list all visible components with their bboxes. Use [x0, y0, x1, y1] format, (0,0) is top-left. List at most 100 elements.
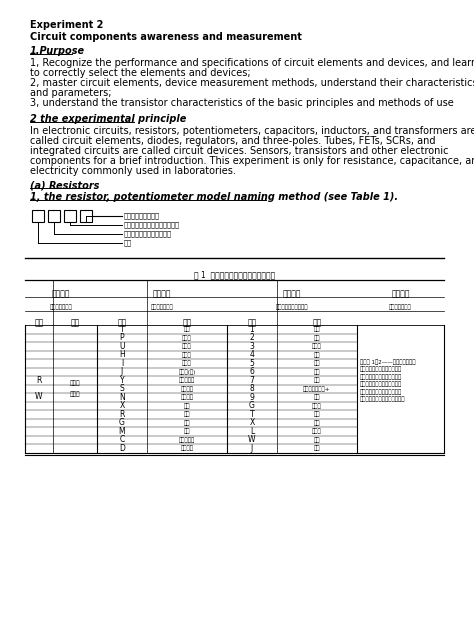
Text: 含义: 含义 — [312, 318, 322, 327]
Text: 电阔器
电位器: 电阔器 电位器 — [70, 381, 80, 397]
Text: 电阔体材料（用字母表示）: 电阔体材料（用字母表示） — [124, 231, 172, 237]
Text: 普通: 普通 — [314, 335, 320, 341]
Text: 硬瞇膜: 硬瞇膜 — [182, 343, 192, 349]
Text: 1, the resistor, potentiometer model naming method (see Table 1).: 1, the resistor, potentiometer model nam… — [30, 192, 398, 202]
Text: Circuit components awareness and measurement: Circuit components awareness and measure… — [30, 32, 302, 42]
Text: 含义: 含义 — [182, 318, 191, 327]
Text: S: S — [119, 384, 124, 393]
Text: 材料、指标相同，仅尺寸、作: 材料、指标相同，仅尺寸、作 — [360, 367, 402, 372]
Text: (a) Resistors: (a) Resistors — [30, 180, 100, 190]
Text: Experiment 2: Experiment 2 — [30, 20, 103, 30]
Text: 高压或特殊函数+: 高压或特殊函数+ — [303, 386, 331, 392]
Text: to correctly select the elements and devices;: to correctly select the elements and dev… — [30, 68, 251, 78]
Text: 第三部分: 第三部分 — [283, 289, 301, 298]
Text: 第一部分: 第一部分 — [52, 289, 70, 298]
Text: L: L — [250, 427, 254, 435]
Text: 8: 8 — [250, 384, 255, 393]
Bar — [32, 210, 44, 222]
Text: 山管: 山管 — [184, 428, 190, 434]
Text: 2 the experimental principle: 2 the experimental principle — [30, 114, 186, 124]
Text: 高阻: 高阻 — [314, 352, 320, 358]
Text: 硝碳膜: 硝碳膜 — [182, 335, 192, 341]
Text: 渔线实芯: 渔线实芯 — [181, 394, 193, 400]
Text: 化学沉积膜: 化学沉积膜 — [179, 437, 195, 442]
Text: H: H — [119, 350, 125, 359]
Bar — [64, 210, 76, 222]
Text: 有机实芯: 有机实芯 — [181, 386, 193, 392]
Text: 1.Purpose: 1.Purpose — [30, 46, 85, 56]
Text: 金属氧化膜: 金属氧化膜 — [179, 377, 195, 383]
Text: 测量用: 测量用 — [312, 428, 322, 434]
Text: and parameters;: and parameters; — [30, 88, 111, 98]
Text: 路数有区别的产品，并又不影: 路数有区别的产品，并又不影 — [360, 374, 402, 380]
Text: N: N — [119, 392, 125, 402]
Text: 3: 3 — [250, 342, 255, 351]
Text: 对，有则为其相应的按照顺序: 对，有则为其相应的按照顺序 — [360, 389, 402, 394]
Text: Y: Y — [120, 376, 124, 385]
Text: W: W — [248, 435, 256, 444]
Text: 含义: 含义 — [70, 318, 80, 327]
Text: 特殊: 特殊 — [314, 394, 320, 400]
Text: 符号: 符号 — [35, 318, 44, 327]
Text: 沉积膜: 沉积膜 — [182, 360, 192, 366]
Text: 超高频: 超高频 — [312, 343, 322, 349]
Text: 微调: 微调 — [314, 437, 320, 442]
Text: 2: 2 — [250, 333, 255, 343]
Text: 光敏: 光敏 — [184, 420, 190, 425]
Text: 用字母表示主称: 用字母表示主称 — [50, 304, 73, 310]
Text: 第二部分: 第二部分 — [153, 289, 171, 298]
Text: 第四部分: 第四部分 — [391, 289, 410, 298]
Text: 主称: 主称 — [124, 240, 132, 246]
Text: 排列，并不同尺对之间的区别。: 排列，并不同尺对之间的区别。 — [360, 396, 405, 402]
Text: 用数字或字母表示分类: 用数字或字母表示分类 — [276, 304, 308, 310]
Text: electricity commonly used in laboratories.: electricity commonly used in laboratorie… — [30, 166, 236, 176]
Text: X: X — [119, 401, 125, 410]
Text: 1, Recognize the performance and specifications of circuit elements and devices,: 1, Recognize the performance and specifi… — [30, 58, 474, 68]
Text: 高功率: 高功率 — [312, 403, 322, 408]
Text: 符号: 符号 — [247, 318, 256, 327]
Text: P: P — [120, 333, 124, 343]
Text: 精密: 精密 — [314, 446, 320, 451]
Text: R: R — [119, 410, 125, 419]
Text: 合成膜: 合成膜 — [182, 352, 192, 358]
Text: G: G — [119, 418, 125, 427]
Text: 用字母表示材料: 用字母表示材料 — [151, 304, 173, 310]
Text: 用数字 1、2——表示，对主称、: 用数字 1、2——表示，对主称、 — [360, 359, 416, 365]
Text: 分类特征（用数字或字母表示）: 分类特征（用数字或字母表示） — [124, 222, 180, 228]
Text: 高温: 高温 — [314, 360, 320, 366]
Text: 响产品的互换性对等，包括尺: 响产品的互换性对等，包括尺 — [360, 382, 402, 387]
Text: I: I — [121, 359, 123, 368]
Text: 符号: 符号 — [118, 318, 127, 327]
Text: 精密: 精密 — [314, 377, 320, 383]
Text: 7: 7 — [250, 376, 255, 385]
Text: J: J — [251, 444, 253, 453]
Text: 5: 5 — [250, 359, 255, 368]
Bar — [80, 210, 92, 222]
Text: 小型: 小型 — [314, 420, 320, 425]
Text: 高压: 高压 — [314, 369, 320, 375]
Text: In electronic circuits, resistors, potentiometers, capacitors, inductors, and tr: In electronic circuits, resistors, poten… — [30, 126, 474, 136]
Text: 9: 9 — [250, 392, 255, 402]
Text: R
W: R W — [35, 376, 43, 401]
Text: 可调: 可调 — [314, 411, 320, 417]
Text: 普通: 普通 — [314, 327, 320, 332]
Text: M: M — [118, 427, 125, 435]
Text: integrated circuits are called circuit devices. Sensors, transistors and other e: integrated circuits are called circuit d… — [30, 146, 448, 156]
Text: 用数字表示序号: 用数字表示序号 — [389, 304, 412, 310]
Text: 序号（用数字表示）: 序号（用数字表示） — [124, 213, 160, 219]
Text: C: C — [119, 435, 125, 444]
Text: 2, master circuit elements, device measurement methods, understand their charact: 2, master circuit elements, device measu… — [30, 78, 474, 88]
Text: 表 1  电阔器、电位器的型号命名方法: 表 1 电阔器、电位器的型号命名方法 — [194, 270, 275, 279]
Text: U: U — [119, 342, 125, 351]
Text: 碳膜: 碳膜 — [184, 327, 190, 332]
Text: 3, understand the transistor characteristics of the basic principles and methods: 3, understand the transistor characteris… — [30, 98, 454, 108]
Text: X: X — [249, 418, 255, 427]
Text: 干等: 干等 — [184, 411, 190, 417]
Bar — [48, 210, 60, 222]
Text: components for a brief introduction. This experiment is only for resistance, cap: components for a brief introduction. Thi… — [30, 156, 474, 166]
Text: 1: 1 — [250, 325, 255, 334]
Text: D: D — [119, 444, 125, 453]
Text: T: T — [120, 325, 124, 334]
Text: G: G — [249, 401, 255, 410]
Text: T: T — [250, 410, 255, 419]
